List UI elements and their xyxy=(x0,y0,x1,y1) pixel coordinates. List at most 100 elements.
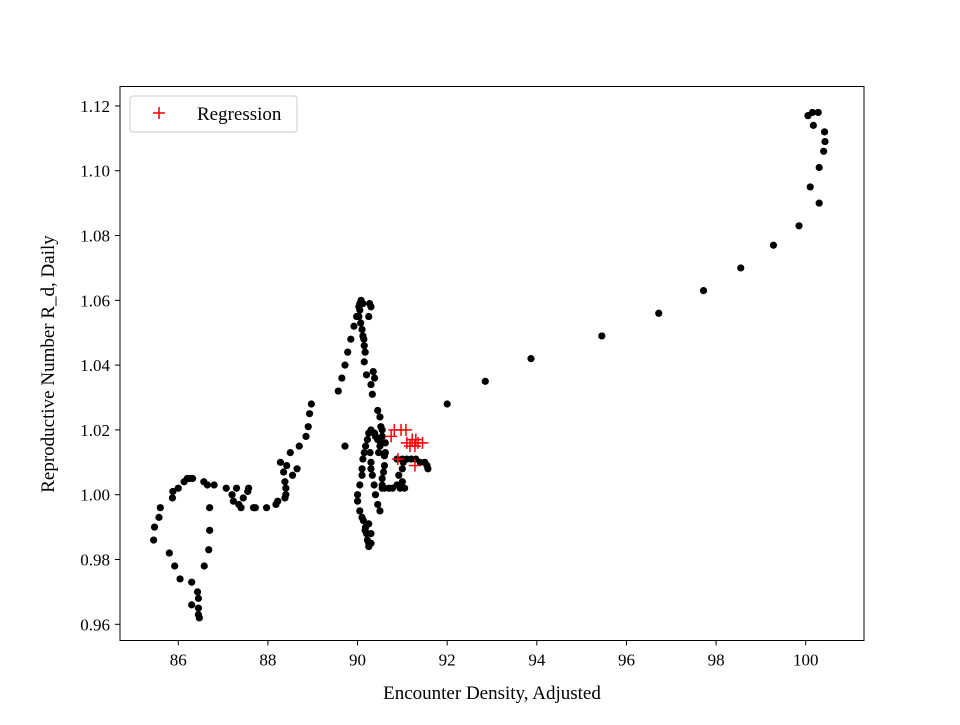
data-point xyxy=(815,163,823,172)
data-point xyxy=(281,478,289,486)
data-point xyxy=(194,604,203,612)
data-point xyxy=(341,442,349,450)
data-point xyxy=(165,549,173,557)
y-tick-label: 1.02 xyxy=(80,421,110,440)
data-point xyxy=(239,494,247,502)
data-point xyxy=(305,410,314,418)
data-point xyxy=(379,468,388,476)
y-tick-label: 1.00 xyxy=(80,486,110,505)
data-point xyxy=(362,442,370,450)
data-point xyxy=(370,481,378,489)
x-tick-label: 100 xyxy=(793,651,819,670)
data-point xyxy=(443,400,451,408)
data-point xyxy=(737,264,745,272)
data-point xyxy=(251,504,259,512)
legend-plus-marker xyxy=(153,107,165,119)
data-point xyxy=(374,500,382,509)
data-point xyxy=(150,536,158,544)
data-point xyxy=(205,546,213,554)
data-point xyxy=(381,439,389,447)
y-tick-label: 1.08 xyxy=(80,227,110,246)
data-point xyxy=(222,484,230,492)
data-point xyxy=(356,306,364,314)
data-marks xyxy=(150,108,829,622)
data-point xyxy=(376,507,384,515)
data-point xyxy=(367,458,375,466)
data-point xyxy=(381,448,389,457)
data-point xyxy=(370,374,379,382)
regression-point xyxy=(391,453,404,466)
data-point xyxy=(375,448,383,457)
data-point xyxy=(358,325,366,334)
data-point xyxy=(150,523,159,531)
data-point xyxy=(358,465,366,473)
regression-point xyxy=(399,423,412,436)
data-point xyxy=(176,575,184,583)
axis-ticks: 86 88 90 92 94 96 98 100 0.96 0.98 1.00 1.02 1.04 1.0… xyxy=(80,97,818,670)
data-point xyxy=(307,400,315,408)
data-point xyxy=(286,448,294,457)
regression-point xyxy=(408,459,421,472)
data-point xyxy=(350,322,358,330)
data-point xyxy=(481,377,489,385)
data-point xyxy=(168,494,177,502)
regression-point xyxy=(416,436,429,449)
x-axis-label: Encounter Density, Adjusted xyxy=(383,683,601,704)
data-point xyxy=(359,517,367,525)
y-tick-label: 0.96 xyxy=(80,615,110,634)
data-point xyxy=(374,406,382,415)
data-point xyxy=(814,108,822,117)
data-point xyxy=(193,588,202,596)
data-point xyxy=(206,526,214,534)
data-point xyxy=(365,520,373,528)
data-point xyxy=(232,484,241,492)
regression-series xyxy=(385,423,429,472)
data-point xyxy=(367,380,375,389)
data-point xyxy=(189,474,197,483)
data-point xyxy=(398,465,406,473)
data-point xyxy=(360,335,368,343)
data-point xyxy=(820,128,829,136)
regression-point xyxy=(409,433,422,446)
data-point xyxy=(401,484,409,492)
regression-point xyxy=(385,430,398,443)
data-point xyxy=(237,504,245,512)
data-point xyxy=(357,319,365,327)
data-point xyxy=(361,348,369,356)
data-point xyxy=(188,601,196,609)
axes-frame xyxy=(119,86,865,641)
data-point xyxy=(282,491,290,499)
data-point xyxy=(371,491,380,499)
data-point xyxy=(194,594,203,602)
data-point xyxy=(295,442,303,450)
y-axis-label: Reproductive Number R_d, Daily xyxy=(38,235,59,493)
y-tick-label: 0.98 xyxy=(80,551,110,570)
data-point xyxy=(356,481,364,489)
data-point xyxy=(367,539,375,547)
data-point xyxy=(353,491,362,499)
data-point xyxy=(203,481,211,489)
regression-point xyxy=(400,436,413,449)
data-point xyxy=(279,468,288,476)
observed-series xyxy=(150,108,829,622)
legend-box xyxy=(129,95,298,133)
data-point xyxy=(341,361,349,369)
data-point xyxy=(368,471,376,479)
data-point xyxy=(206,504,214,512)
data-point xyxy=(806,183,814,191)
data-point xyxy=(228,491,236,499)
y-tick-label: 1.10 xyxy=(80,162,110,181)
data-point xyxy=(169,487,177,496)
data-point xyxy=(820,147,828,155)
data-point xyxy=(527,355,535,363)
data-point xyxy=(367,529,375,538)
data-point xyxy=(655,309,663,317)
data-point xyxy=(821,137,829,146)
data-point xyxy=(369,367,377,376)
data-point xyxy=(360,342,368,350)
data-point xyxy=(174,484,182,492)
data-point xyxy=(365,312,373,321)
data-point xyxy=(283,461,291,470)
